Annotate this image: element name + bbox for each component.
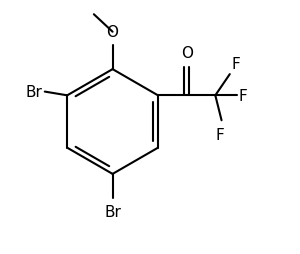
Text: Br: Br (104, 204, 121, 219)
Text: O: O (106, 25, 119, 40)
Text: Br: Br (26, 85, 43, 100)
Text: O: O (181, 45, 193, 60)
Text: F: F (238, 88, 247, 103)
Text: F: F (216, 127, 225, 142)
Text: F: F (232, 57, 241, 72)
